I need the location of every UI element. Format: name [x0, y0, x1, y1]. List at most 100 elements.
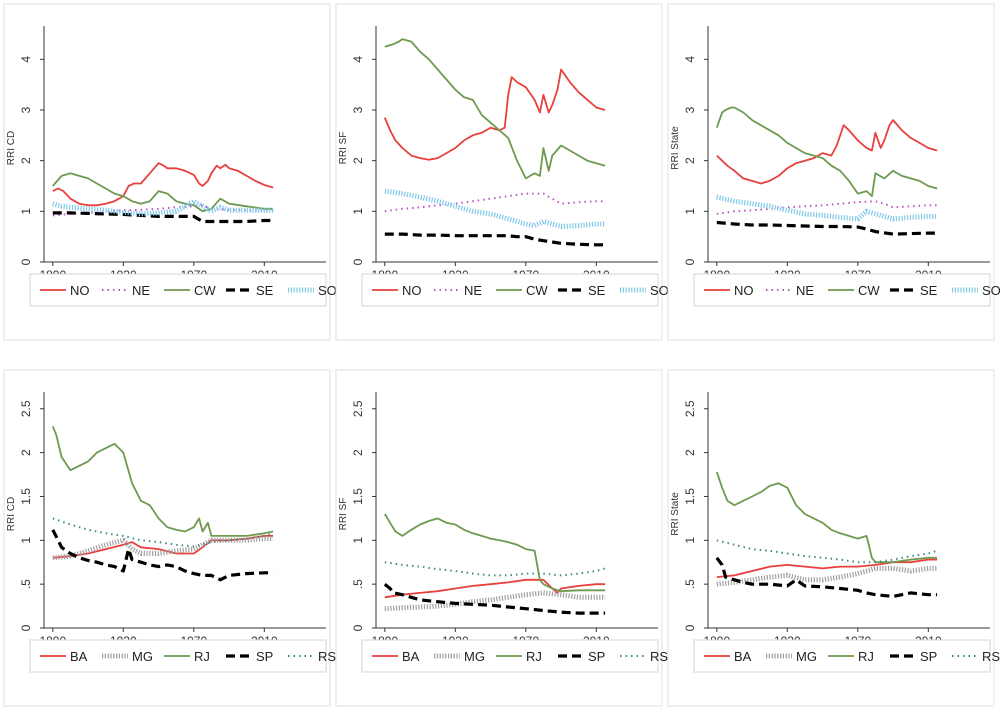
series-line-sp [715, 556, 938, 598]
legend-label-mg: MG [132, 649, 153, 664]
y-tick-label: 1 [683, 208, 697, 215]
legend-label-cw: CW [526, 283, 548, 298]
legend-label-se: SE [588, 283, 606, 298]
legend-label-rs: RS [650, 649, 668, 664]
legend-label-sp: SP [588, 649, 605, 664]
series-line-mg [716, 565, 938, 587]
y-tick-label: 2 [683, 157, 697, 164]
y-tick-label: .5 [19, 579, 33, 589]
y-tick-label: 1.5 [19, 488, 33, 505]
y-tick-label: 0 [683, 624, 697, 631]
y-axis-title: RRI State [670, 126, 681, 170]
legend-label-ne: NE [464, 283, 482, 298]
series-line-mg [52, 536, 274, 561]
y-tick-label: 1 [19, 208, 33, 215]
legend-label-ba: BA [402, 649, 420, 664]
series-line-se [52, 211, 274, 224]
series-line-so [384, 188, 606, 229]
series-line-so [716, 194, 938, 222]
series-line-rj [51, 425, 274, 537]
legend-label-mg: MG [796, 649, 817, 664]
legend-label-ba: BA [70, 649, 88, 664]
y-tick-label: 1 [351, 537, 365, 544]
y-tick-label: 1 [19, 537, 33, 544]
series-line-rj [715, 471, 938, 564]
legend-label-rs: RS [318, 649, 336, 664]
y-tick-label: 3 [683, 106, 697, 113]
series-line-ba [52, 535, 274, 559]
legend-label-mg: MG [464, 649, 485, 664]
y-tick-label: 2 [683, 449, 697, 456]
legend-label-rs: RS [982, 649, 1000, 664]
legend-label-sp: SP [920, 649, 937, 664]
legend-label-rj: RJ [526, 649, 542, 664]
series-line-ba [384, 578, 606, 599]
series-line-no [52, 162, 274, 207]
y-axis-title: RRI SF [338, 132, 349, 165]
y-tick-label: 2 [19, 449, 33, 456]
series-line-rj [384, 513, 606, 593]
legend-label-ba: BA [734, 649, 752, 664]
legend-label-no: NO [734, 283, 754, 298]
series-line-no [716, 119, 938, 185]
legend-label-rj: RJ [194, 649, 210, 664]
series-line-ba [716, 558, 938, 578]
y-tick-label: 3 [351, 106, 365, 113]
legend-label-ne: NE [132, 283, 150, 298]
series-line-cw [52, 172, 274, 213]
y-tick-label: 0 [351, 624, 365, 631]
legend-label-sp: SP [256, 649, 273, 664]
series-line-cw [384, 38, 606, 180]
y-axis-title: RRI SF [338, 498, 349, 531]
y-tick-label: 4 [683, 56, 697, 63]
legend-label-no: NO [402, 283, 422, 298]
y-tick-label: 2 [351, 157, 365, 164]
y-tick-label: 4 [19, 56, 33, 63]
y-axis-title: RRI CD [6, 497, 17, 531]
y-tick-label: 2.5 [683, 400, 697, 417]
legend-label-no: NO [70, 283, 90, 298]
y-tick-label: 1 [683, 537, 697, 544]
y-tick-label: 2 [351, 449, 365, 456]
legend-label-cw: CW [194, 283, 216, 298]
legend-label-so: SO [982, 283, 1000, 298]
legend-label-ne: NE [796, 283, 814, 298]
legend-label-se: SE [256, 283, 274, 298]
legend-label-so: SO [650, 283, 669, 298]
y-axis-title: RRI CD [6, 131, 17, 165]
series-line-mg [384, 590, 606, 612]
series-line-se [716, 220, 938, 236]
y-tick-label: 1 [351, 208, 365, 215]
series-line-se [384, 232, 606, 247]
y-tick-label: .5 [683, 579, 697, 589]
y-tick-label: 0 [19, 258, 33, 265]
y-tick-label: 0 [351, 258, 365, 265]
y-tick-label: 2 [19, 157, 33, 164]
y-tick-label: 0 [19, 624, 33, 631]
series-line-no [383, 68, 606, 161]
y-tick-label: .5 [351, 579, 365, 589]
y-tick-label: 0 [683, 258, 697, 265]
legend-label-se: SE [920, 283, 938, 298]
y-tick-label: 1.5 [683, 488, 697, 505]
y-tick-label: 3 [19, 106, 33, 113]
legend-label-rj: RJ [858, 649, 874, 664]
y-tick-label: 2.5 [351, 400, 365, 417]
y-axis-title: RRI State [670, 492, 681, 536]
y-tick-label: 4 [351, 56, 365, 63]
series-line-cw [715, 106, 938, 197]
y-tick-label: 1.5 [351, 488, 365, 505]
legend-label-cw: CW [858, 283, 880, 298]
series-line-sp [51, 529, 274, 582]
series-line-so [52, 198, 274, 217]
series-line-sp [383, 582, 606, 615]
y-tick-label: 2.5 [19, 400, 33, 417]
legend-label-so: SO [318, 283, 337, 298]
